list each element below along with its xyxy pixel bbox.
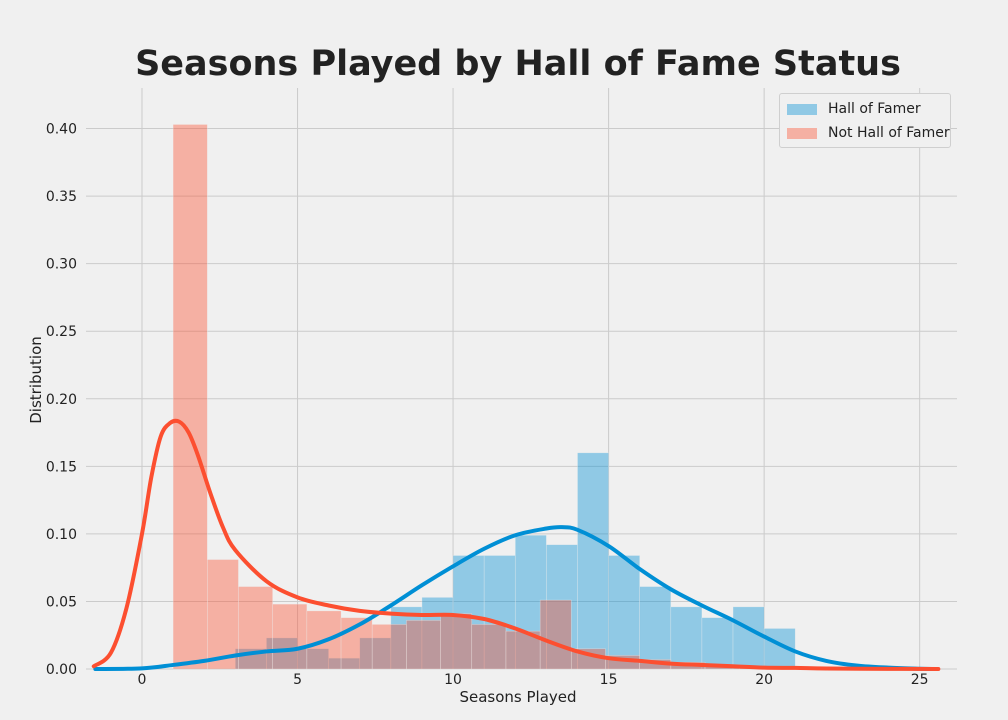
y-tick-label: 0.40 — [46, 122, 77, 138]
kde-curves — [91, 418, 941, 671]
legend-swatch-hall-of-famer — [787, 103, 817, 115]
bar-hall-of-famer — [577, 452, 609, 670]
bar-not-hall-of-famer — [272, 603, 308, 670]
bar-hall-of-famer — [701, 617, 734, 670]
legend-swatch-not-hall-of-famer — [787, 127, 817, 139]
legend-label-hall-of-famer: Hall of Famer — [828, 101, 921, 117]
y-tick-label: 0.00 — [46, 662, 77, 678]
y-tick-label: 0.25 — [46, 324, 77, 340]
y-axis-label: Distribution — [27, 336, 45, 424]
x-tick-label: 20 — [755, 672, 773, 688]
bar-hall-of-famer — [452, 555, 485, 670]
bar-hall-of-famer — [421, 597, 454, 670]
x-tick-label: 0 — [138, 672, 147, 688]
x-tick-label: 15 — [600, 672, 618, 688]
x-tick-label: 25 — [911, 672, 929, 688]
bar-hall-of-famer — [670, 606, 703, 670]
y-tick-label: 0.30 — [46, 257, 77, 273]
y-tick-label: 0.20 — [46, 392, 77, 408]
y-tick-label: 0.35 — [46, 189, 77, 205]
grid-lines — [86, 88, 957, 670]
kde-line-hall-of-famer — [93, 525, 938, 671]
legend: Hall of Famer Not Hall of Famer — [779, 93, 951, 148]
bar-hall-of-famer — [732, 606, 765, 670]
bar-hall-of-famer — [608, 555, 641, 670]
bar-not-hall-of-famer — [371, 624, 407, 670]
kde-line-not-hall-of-famer — [91, 418, 941, 671]
bar-not-hall-of-famer — [406, 620, 441, 670]
y-tick-label: 0.15 — [46, 459, 77, 475]
bar-not-hall-of-famer — [471, 624, 507, 670]
histogram-bars — [172, 124, 939, 670]
bar-not-hall-of-famer — [207, 559, 239, 670]
chart-title: Seasons Played by Hall of Fame Status — [135, 44, 901, 84]
legend-label-not-hall-of-famer: Not Hall of Famer — [828, 125, 950, 141]
x-tick-label: 10 — [444, 672, 462, 688]
x-axis-label: Seasons Played — [459, 688, 577, 706]
bar-hall-of-famer — [483, 555, 516, 670]
y-tick-label: 0.05 — [46, 594, 77, 610]
bar-not-hall-of-famer — [172, 124, 208, 670]
bar-not-hall-of-famer — [539, 599, 572, 670]
axis-ticks: 0 5 10 15 20 25 0.00 0.05 0.10 0.15 0.20 0.25 0.30 0.… — [46, 122, 929, 688]
x-tick-label: 5 — [293, 672, 302, 688]
legend-item-hall-of-famer: Hall of Famer — [780, 97, 950, 121]
bar-hall-of-famer — [639, 586, 672, 670]
legend-item-not-hall-of-famer: Not Hall of Famer — [780, 121, 950, 145]
bar-hall-of-famer — [514, 534, 547, 670]
bar-not-hall-of-famer — [238, 586, 273, 670]
bar-not-hall-of-famer — [440, 613, 473, 670]
y-tick-label: 0.10 — [46, 527, 77, 543]
